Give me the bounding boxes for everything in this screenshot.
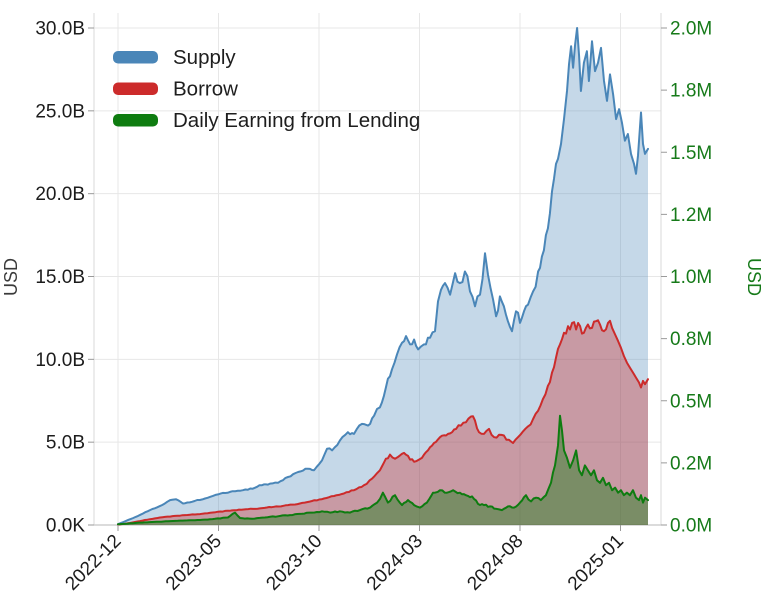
legend-item-daily-earning-from-lending[interactable]: Daily Earning from Lending — [113, 109, 420, 132]
y-left-tick-label: 30.0B — [35, 19, 85, 40]
y-right-tick-label: 1.0M — [670, 267, 712, 288]
y-left-axis-title: USD — [1, 258, 21, 296]
daily-earning-from-lending-area — [118, 415, 648, 525]
legend-item-supply[interactable]: Supply — [113, 46, 236, 69]
y-left-tick-label: 5.0B — [46, 433, 85, 454]
axis-spines — [93, 13, 662, 526]
y-right-tick-label: 1.8M — [670, 81, 712, 102]
series-group — [117, 27, 649, 526]
y-right-tick-label: 0.2M — [670, 453, 712, 474]
legend: Supply Borrow Daily Earning from Lending — [113, 46, 420, 132]
supply-line — [117, 27, 649, 526]
supply-legend-label: Supply — [173, 46, 236, 69]
y-left-tick-label: 25.0B — [35, 101, 85, 122]
y-right-tick-label: 0.8M — [670, 329, 712, 350]
y-left-tick-label: 0.0K — [46, 516, 85, 537]
gridlines — [94, 13, 661, 526]
supply-legend-swatch — [113, 51, 158, 64]
borrow-area — [118, 320, 648, 525]
y-right-tick-label: 1.2M — [670, 205, 712, 226]
y-left-tick-label: 20.0B — [35, 184, 85, 205]
y-axis-right: 0.0M 0.2M 0.5M 0.8M 1.0M 1.2M 1.5M 1.8M 2.0M USD — [661, 19, 764, 537]
daily-earning-from-lending-line — [117, 414, 649, 526]
y-left-tick-label: 15.0B — [35, 267, 85, 288]
borrow-line — [117, 319, 649, 526]
legend-item-borrow[interactable]: Borrow — [113, 78, 238, 101]
y-axis-left: 0.0K 5.0B 10.0B 15.0B 20.0B 25.0B 30.0B USD — [1, 19, 94, 537]
supply-area — [118, 28, 648, 525]
y-left-tick-label: 10.0B — [35, 350, 85, 371]
y-right-tick-label: 1.5M — [670, 143, 712, 164]
daily-earning-from-lending-legend-label: Daily Earning from Lending — [173, 109, 420, 132]
y-right-tick-label: 2.0M — [670, 19, 712, 40]
y-right-tick-label: 0.0M — [670, 516, 712, 537]
borrow-legend-label: Borrow — [173, 78, 238, 101]
y-right-axis-title: USD — [744, 258, 764, 296]
daily-earning-from-lending-legend-swatch — [113, 114, 158, 127]
y-right-tick-label: 0.5M — [670, 391, 712, 412]
borrow-legend-swatch — [113, 82, 158, 95]
